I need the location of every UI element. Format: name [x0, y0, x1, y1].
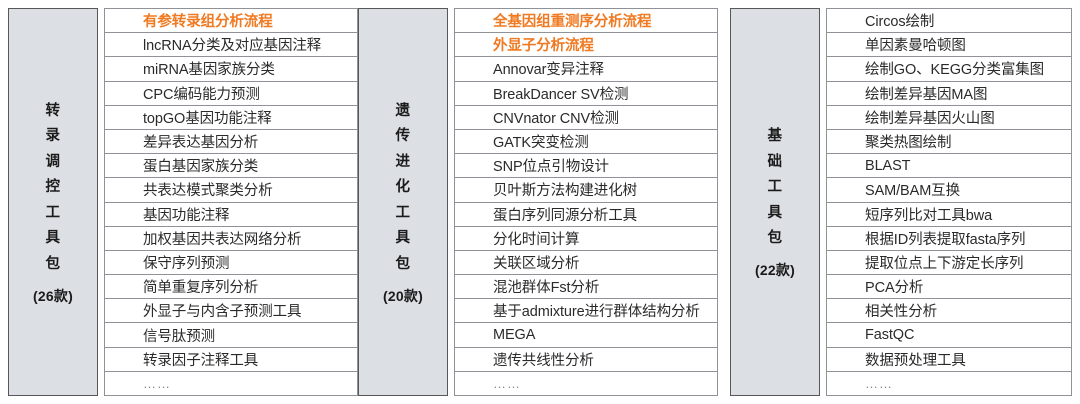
toolkit-item[interactable]: 加权基因共表达网络分析	[104, 225, 358, 250]
toolkit-item[interactable]: GATK突变检测	[454, 128, 718, 154]
toolkit-item[interactable]: 信号肽预测	[104, 322, 358, 347]
toolkit-item[interactable]: 基于admixture进行群体结构分析	[454, 298, 718, 323]
toolkit-item[interactable]: 混池群体Fst分析	[454, 274, 718, 299]
toolkit-item[interactable]: CNVnator CNV检测	[454, 104, 718, 129]
toolkit-item[interactable]: SNP位点引物设计	[454, 153, 718, 178]
group-title-char: 包	[767, 230, 783, 247]
group-title-char: 包	[395, 255, 411, 272]
toolkit-item[interactable]: Circos绘制	[826, 8, 1072, 33]
toolkit-item[interactable]: 全基因组重测序分析流程	[454, 8, 718, 33]
group-title-chars: 基础工具包	[768, 124, 783, 252]
toolkit-item-more[interactable]: ……	[104, 370, 358, 396]
group-title-char: 工	[395, 204, 411, 221]
toolkit-item[interactable]: 外显子与内含子预测工具	[104, 298, 358, 323]
toolkit-item[interactable]: 单因素曼哈顿图	[826, 32, 1072, 57]
toolkit-item[interactable]: 转录因子注释工具	[104, 346, 358, 371]
group-title-char: 控	[45, 179, 61, 196]
toolkit-item[interactable]: 外显子分析流程	[454, 32, 718, 57]
toolkit-item[interactable]: 蛋白基因家族分类	[104, 153, 358, 178]
group-title-char: 基	[767, 128, 783, 145]
group-title-char: 包	[45, 255, 61, 272]
toolkit-item[interactable]: 绘制差异基因MA图	[826, 80, 1072, 105]
toolkit-item-list-basic: Circos绘制 单因素曼哈顿图 绘制GO、KEGG分类富集图 绘制差异基因MA图 绘制…	[826, 8, 1072, 396]
toolkit-item[interactable]: SAM/BAM互换	[826, 177, 1072, 202]
toolkit-item[interactable]: BreakDancer SV检测	[454, 80, 718, 105]
toolkit-item[interactable]: 聚类热图绘制	[826, 128, 1072, 154]
group-count-label: (26款)	[33, 287, 73, 304]
toolkit-item[interactable]: lncRNA分类及对应基因注释	[104, 32, 358, 57]
group-title-char: 进	[395, 153, 411, 170]
group-header-genetics: 遗传进化工具包 (20款)	[358, 8, 448, 396]
toolkit-item[interactable]: 保守序列预测	[104, 249, 358, 275]
toolkit-item-list-genetics: 全基因组重测序分析流程 外显子分析流程 Annovar变异注释 BreakDancer…	[454, 8, 718, 396]
group-title-char: 转	[45, 102, 61, 119]
group-title-char: 具	[45, 230, 61, 247]
toolkit-item[interactable]: 共表达模式聚类分析	[104, 177, 358, 202]
toolkit-group-basic: 基础工具包 (22款) Circos绘制 单因素曼哈顿图 绘制GO、KEGG分类富集…	[730, 8, 1072, 396]
toolkit-item-more[interactable]: ……	[826, 370, 1072, 396]
group-count-label: (20款)	[383, 287, 423, 304]
group-title-char: 遗	[395, 102, 411, 119]
toolkit-item[interactable]: BLAST	[826, 153, 1072, 178]
group-title-chars: 遗传进化工具包	[396, 98, 411, 277]
toolkit-item[interactable]: 简单重复序列分析	[104, 274, 358, 299]
toolkit-item[interactable]: 相关性分析	[826, 298, 1072, 323]
toolkit-item[interactable]: 基因功能注释	[104, 201, 358, 226]
group-title-char: 调	[45, 153, 61, 170]
toolkit-group-transcriptome: 转录调控工具包 (26款) 有参转录组分析流程 lncRNA分类及对应基因注释 mi…	[8, 8, 358, 396]
group-title-char: 工	[45, 204, 61, 221]
group-title-char: 工	[767, 179, 783, 196]
toolkit-item[interactable]: FastQC	[826, 322, 1072, 347]
toolkit-group-genetics: 遗传进化工具包 (20款) 全基因组重测序分析流程 外显子分析流程 Annovar变…	[358, 8, 718, 396]
toolkit-item[interactable]: CPC编码能力预测	[104, 80, 358, 105]
group-count-label: (22款)	[755, 262, 795, 279]
group-header-basic: 基础工具包 (22款)	[730, 8, 820, 396]
group-title-char: 具	[395, 230, 411, 247]
toolkit-item[interactable]: 遗传共线性分析	[454, 346, 718, 371]
toolkit-item-list-transcriptome: 有参转录组分析流程 lncRNA分类及对应基因注释 miRNA基因家族分类 CPC编码…	[104, 8, 358, 396]
toolkit-item[interactable]: 有参转录组分析流程	[104, 8, 358, 33]
toolkit-item[interactable]: 短序列比对工具bwa	[826, 201, 1072, 226]
toolkit-item[interactable]: Annovar变异注释	[454, 56, 718, 81]
toolkit-item[interactable]: 差异表达基因分析	[104, 128, 358, 154]
toolkit-item[interactable]: 贝叶斯方法构建进化树	[454, 177, 718, 202]
group-title-char: 础	[767, 153, 783, 170]
toolkit-item[interactable]: 根据ID列表提取fasta序列	[826, 225, 1072, 250]
group-header-transcriptome: 转录调控工具包 (26款)	[8, 8, 98, 396]
group-title-char: 录	[45, 128, 61, 145]
group-title-chars: 转录调控工具包	[46, 98, 61, 277]
toolkit-item[interactable]: 绘制GO、KEGG分类富集图	[826, 56, 1072, 81]
group-title-char: 传	[395, 128, 411, 145]
toolkit-item[interactable]: 绘制差异基因火山图	[826, 104, 1072, 129]
toolkit-item[interactable]: 关联区域分析	[454, 249, 718, 275]
group-title-char: 具	[767, 204, 783, 221]
toolkit-item[interactable]: 数据预处理工具	[826, 346, 1072, 371]
toolkit-item[interactable]: PCA分析	[826, 274, 1072, 299]
toolkit-item[interactable]: MEGA	[454, 322, 718, 347]
toolkit-item[interactable]: 分化时间计算	[454, 225, 718, 250]
toolkit-item[interactable]: miRNA基因家族分类	[104, 56, 358, 81]
group-title-char: 化	[395, 179, 411, 196]
toolkit-item[interactable]: 提取位点上下游定长序列	[826, 249, 1072, 275]
toolkit-item[interactable]: 蛋白序列同源分析工具	[454, 201, 718, 226]
toolkit-item-more[interactable]: ……	[454, 370, 718, 396]
toolkit-item[interactable]: topGO基因功能注释	[104, 104, 358, 129]
